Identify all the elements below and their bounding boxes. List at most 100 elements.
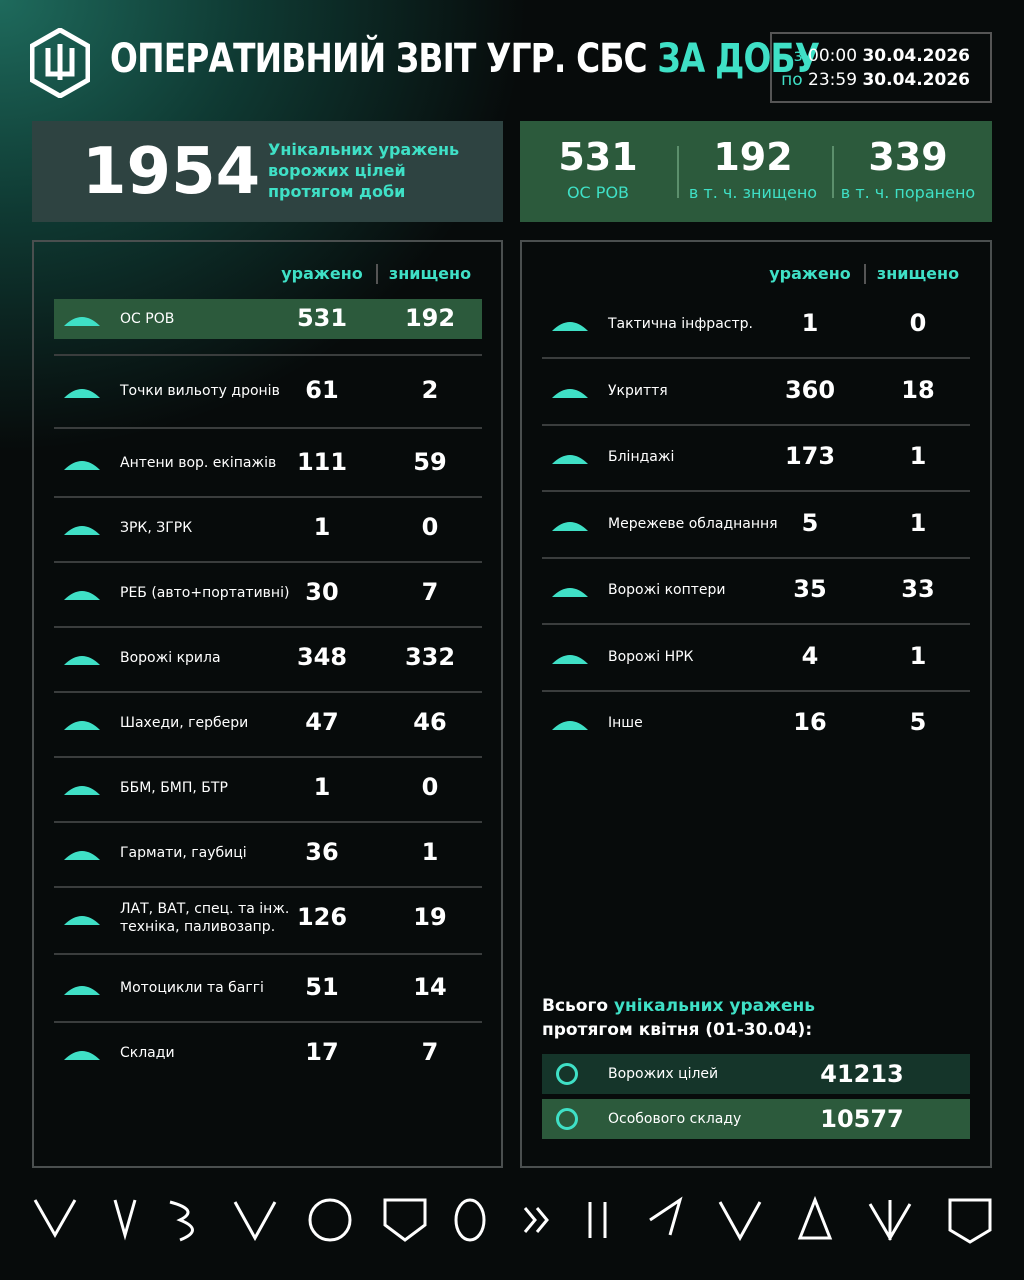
column-header: знищено xyxy=(388,264,472,283)
row-icon xyxy=(64,656,100,665)
row-value: 61 xyxy=(305,376,339,404)
column-header: знищено xyxy=(876,264,960,283)
row-icon xyxy=(552,322,588,331)
total-caption: Унікальних уражень ворожих цілей протяго… xyxy=(268,140,460,201)
row-icon xyxy=(552,455,588,464)
row-icon xyxy=(64,526,100,535)
row-icon xyxy=(64,389,100,398)
row-value: 16 xyxy=(793,708,827,736)
period: з 00:00 30.04.2026 по 23:59 30.04.2026 xyxy=(770,32,992,103)
row-icon xyxy=(552,721,588,730)
row-value: 126 xyxy=(296,903,348,931)
stat-label: в т. ч. поранено xyxy=(840,183,976,202)
row-label: Бліндажі xyxy=(608,449,675,465)
row-divider xyxy=(54,353,482,356)
totals-title: Всього унікальних уражень протягом квітня… xyxy=(542,994,962,1042)
row-value: 1 xyxy=(421,838,439,866)
row-label: ОС РОВ xyxy=(120,311,175,327)
row-label: ЛАТ, ВАТ, спец. та інж. техніка, паливоз… xyxy=(120,901,290,935)
stat-label: в т. ч. знищено xyxy=(688,183,818,202)
row-label: Точки вильоту дронів xyxy=(120,383,280,399)
row-value: 7 xyxy=(421,1038,439,1066)
row-divider xyxy=(542,689,970,692)
totals-label: Особового складу xyxy=(608,1111,742,1127)
row-divider xyxy=(542,357,970,360)
row-value: 0 xyxy=(421,513,439,541)
totals-value: 41213 xyxy=(820,1060,904,1088)
row-value: 332 xyxy=(404,643,456,671)
summary-stats: 531 ОС РОВ 192 в т. ч. знищено 339 в т. ч. по… xyxy=(520,121,992,222)
table-row xyxy=(54,299,482,339)
totals-icon xyxy=(556,1063,578,1085)
row-divider xyxy=(542,623,970,626)
from-date: 30.04.2026 xyxy=(862,46,970,66)
row-value: 18 xyxy=(901,375,935,404)
row-value: 1 xyxy=(801,309,819,337)
row-label: ББМ, БМП, БТР xyxy=(120,780,228,796)
logo xyxy=(30,28,90,98)
row-icon xyxy=(64,317,100,326)
row-divider xyxy=(542,490,970,493)
row-value: 14 xyxy=(413,973,447,1001)
row-value: 19 xyxy=(413,903,447,931)
to-word: по xyxy=(781,70,803,90)
row-divider xyxy=(54,820,482,823)
row-divider xyxy=(54,953,482,955)
row-value: 348 xyxy=(296,643,348,671)
row-label: ЗРК, ЗГРК xyxy=(120,520,193,536)
row-divider xyxy=(54,1020,482,1023)
stat-divider xyxy=(832,146,834,198)
row-icon xyxy=(64,916,100,925)
row-value: 59 xyxy=(413,448,447,476)
row-value: 360 xyxy=(784,375,836,404)
row-divider xyxy=(54,690,482,693)
totals-end: протягом квітня (01-30.04): xyxy=(542,1020,813,1040)
totals-icon xyxy=(556,1108,578,1130)
row-icon xyxy=(64,721,100,730)
stat-label: ОС РОВ xyxy=(566,183,630,202)
summary-total: 1954 Унікальних уражень ворожих цілей пр… xyxy=(32,121,503,222)
from-time: 00:00 xyxy=(808,46,858,66)
header-divider xyxy=(864,264,866,284)
row-icon xyxy=(64,461,100,470)
stat-value: 531 xyxy=(558,135,638,179)
totals-row xyxy=(542,1099,970,1139)
row-label: Ворожі крила xyxy=(120,650,221,666)
row-value: 5 xyxy=(909,708,927,736)
stat-value: 192 xyxy=(713,135,793,179)
totals-start: Всього xyxy=(542,996,609,1016)
row-divider xyxy=(542,423,970,426)
row-divider xyxy=(54,495,482,498)
stat-divider xyxy=(677,146,679,198)
row-value: 51 xyxy=(305,973,339,1001)
row-icon xyxy=(64,986,100,995)
row-value: 0 xyxy=(421,773,439,801)
to-date: 30.04.2026 xyxy=(862,70,970,90)
row-value: 36 xyxy=(305,838,339,866)
row-divider xyxy=(54,427,482,429)
title: ОПЕРАТИВНИЙ ЗВІТ УГР. СБС ЗА ДОБУ xyxy=(110,36,820,82)
row-value: 1 xyxy=(313,513,331,541)
to-time: 23:59 xyxy=(808,70,858,90)
row-label: Гармати, гаубиці xyxy=(120,845,247,861)
row-divider xyxy=(54,625,482,628)
row-value: 47 xyxy=(305,708,339,736)
row-value: 35 xyxy=(793,575,827,603)
title-highlight: ЗА ДОБУ xyxy=(657,36,820,82)
row-label: Шахеди, гербери xyxy=(120,715,249,731)
row-label: Інше xyxy=(608,715,643,731)
row-icon xyxy=(552,588,588,597)
row-divider xyxy=(54,560,482,563)
column-header: уражено xyxy=(281,264,363,283)
row-value: 531 xyxy=(296,304,348,332)
row-label: Мотоцикли та баггі xyxy=(120,980,264,996)
row-label: Мережеве обладнання xyxy=(608,515,778,532)
row-value: 0 xyxy=(909,309,927,337)
row-value: 173 xyxy=(784,442,836,470)
row-value: 111 xyxy=(296,448,348,476)
totals-label: Ворожих цілей xyxy=(608,1066,719,1082)
row-value: 1 xyxy=(909,442,927,470)
row-label: Ворожі коптери xyxy=(608,582,726,598)
totals-value: 10577 xyxy=(820,1105,904,1133)
row-value: 192 xyxy=(404,304,456,332)
